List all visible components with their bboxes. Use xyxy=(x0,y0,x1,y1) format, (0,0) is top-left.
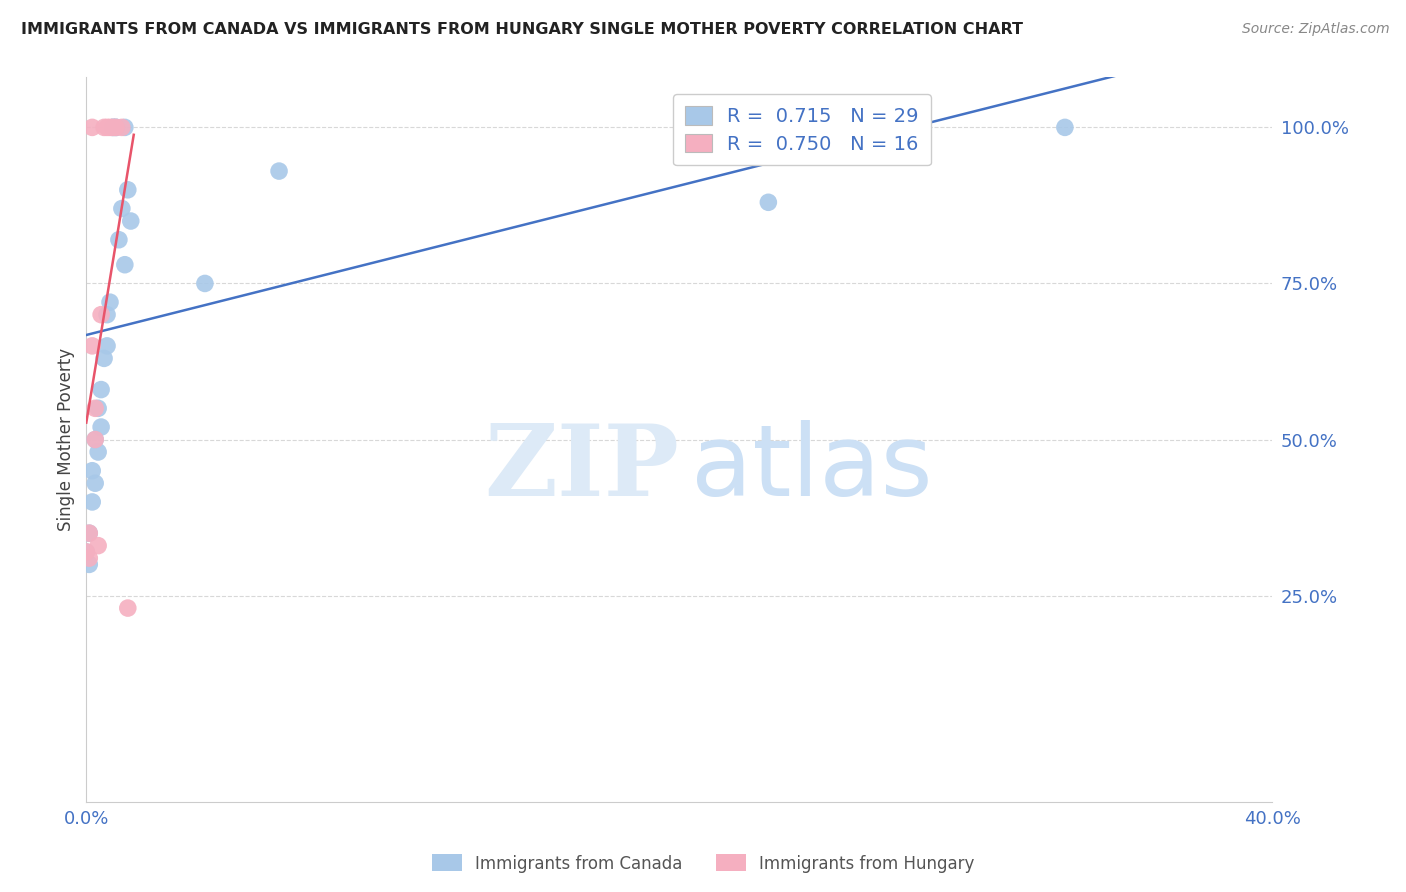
Point xyxy=(111,202,134,216)
Point xyxy=(82,120,104,135)
Point xyxy=(87,401,110,416)
Point xyxy=(108,233,131,247)
Point xyxy=(90,308,112,322)
Point xyxy=(93,351,115,366)
Y-axis label: Single Mother Poverty: Single Mother Poverty xyxy=(58,348,75,531)
Text: ZIP: ZIP xyxy=(485,420,679,517)
Point xyxy=(77,526,100,541)
Point xyxy=(104,120,127,135)
Point xyxy=(82,339,104,353)
Point xyxy=(87,539,110,553)
Point xyxy=(87,445,110,459)
Point xyxy=(104,120,127,135)
Point xyxy=(194,277,217,291)
Point xyxy=(267,164,290,178)
Point xyxy=(77,551,100,566)
Point xyxy=(104,120,127,135)
Point xyxy=(120,214,142,228)
Point xyxy=(84,401,107,416)
Point xyxy=(93,120,115,135)
Point xyxy=(111,120,134,135)
Legend: R =  0.715   N = 29, R =  0.750   N = 16: R = 0.715 N = 29, R = 0.750 N = 16 xyxy=(673,95,931,165)
Point xyxy=(84,433,107,447)
Point xyxy=(77,558,100,572)
Point xyxy=(117,183,139,197)
Point xyxy=(756,195,779,210)
Point xyxy=(101,120,124,135)
Point xyxy=(75,545,97,559)
Point xyxy=(96,308,118,322)
Point xyxy=(75,545,97,559)
Text: atlas: atlas xyxy=(692,420,932,517)
Point xyxy=(114,258,136,272)
Point xyxy=(1053,120,1076,135)
Text: Source: ZipAtlas.com: Source: ZipAtlas.com xyxy=(1241,22,1389,37)
Text: IMMIGRANTS FROM CANADA VS IMMIGRANTS FROM HUNGARY SINGLE MOTHER POVERTY CORRELAT: IMMIGRANTS FROM CANADA VS IMMIGRANTS FRO… xyxy=(21,22,1024,37)
Point xyxy=(96,339,118,353)
Point xyxy=(98,120,121,135)
Point xyxy=(101,120,124,135)
Legend: Immigrants from Canada, Immigrants from Hungary: Immigrants from Canada, Immigrants from … xyxy=(425,847,981,880)
Point xyxy=(96,120,118,135)
Point xyxy=(84,476,107,491)
Point xyxy=(77,526,100,541)
Point xyxy=(117,601,139,615)
Point xyxy=(84,433,107,447)
Point xyxy=(90,383,112,397)
Point xyxy=(114,120,136,135)
Point xyxy=(82,495,104,509)
Point xyxy=(98,295,121,310)
Point xyxy=(101,120,124,135)
Point xyxy=(82,464,104,478)
Point xyxy=(90,420,112,434)
